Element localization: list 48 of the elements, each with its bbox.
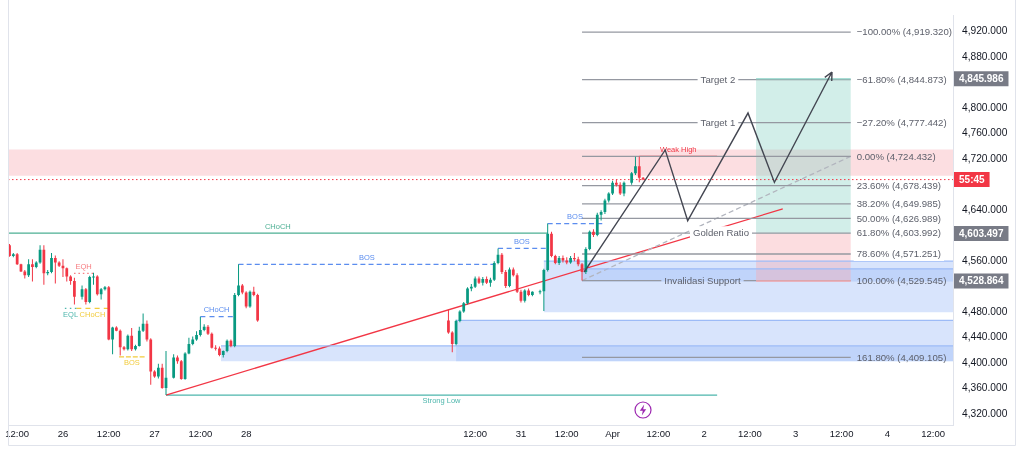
x-tick-label: 26	[57, 428, 69, 440]
y-tick-label: 4,640.000	[962, 203, 1008, 215]
x-tick-label: 2	[701, 428, 707, 440]
x-tick-label: 12:00	[829, 428, 854, 440]
annotation: 0.00% (4,724.432)	[856, 150, 936, 162]
annotation: 161.80% (4,409.105)	[856, 351, 947, 363]
annotation: 100.00% (4,529.545)	[856, 274, 947, 286]
annotation: 55:45	[959, 173, 986, 185]
y-tick-label: 4,800.000	[962, 101, 1008, 113]
x-tick-label: 12:00	[646, 428, 671, 440]
y-tick-label: 4,320.000	[962, 407, 1008, 419]
y-tick-label: 4,400.000	[962, 356, 1008, 368]
x-tick-label: 12:00	[738, 428, 762, 440]
x-tick-label: 31	[515, 428, 527, 440]
y-tick-label: 4,845.986	[958, 73, 1004, 85]
x-tick-label: 3	[793, 428, 799, 440]
annotation: 78.60% (4,571.251)	[856, 248, 941, 260]
y-tick-label: 4,480.000	[962, 305, 1008, 317]
x-tick-label: Apr	[605, 428, 620, 440]
x-tick-label: 12:00	[5, 428, 30, 440]
annotation: Target 2	[700, 73, 736, 85]
y-tick-label: 4,603.497	[958, 227, 1004, 239]
annotation: Invalidasi Support	[664, 274, 741, 286]
annotation: Golden Ratio	[692, 227, 749, 239]
y-tick-label: 4,440.000	[962, 331, 1008, 343]
y-tick-label: 4,880.000	[962, 51, 1008, 62]
y-tick-label: 4,528.864	[958, 275, 1004, 287]
y-tick-label: 4,360.000	[962, 382, 1008, 394]
x-tick-label: 12:00	[463, 428, 488, 440]
annotation: 61.80% (4,603.992)	[856, 227, 941, 239]
y-tick-label: 4,560.000	[962, 254, 1008, 266]
annotation: −61.80% (4,844.873)	[856, 73, 947, 85]
annotation: 23.60% (4,678.439)	[856, 179, 941, 191]
x-tick-label: 27	[149, 428, 160, 440]
annotation: −100.00% (4,919.320)	[856, 26, 952, 38]
y-tick-label: 4,760.000	[962, 127, 1008, 139]
x-tick-label: 12:00	[96, 428, 121, 440]
x-tick-label: 12:00	[921, 428, 946, 440]
annotation: Target 1	[700, 116, 736, 128]
x-tick-label: 12:00	[188, 428, 213, 440]
annotation: 50.00% (4,626.989)	[856, 212, 941, 224]
x-tick-label: 12:00	[554, 428, 579, 440]
y-tick-label: 4,920.000	[962, 25, 1008, 37]
annotation: 38.20% (4,649.985)	[856, 197, 941, 209]
y-tick-label: 4,720.000	[962, 152, 1008, 164]
x-tick-label: 4	[884, 428, 890, 440]
x-tick-label: 28	[240, 428, 252, 440]
annotation: −27.20% (4,777.442)	[856, 116, 947, 128]
